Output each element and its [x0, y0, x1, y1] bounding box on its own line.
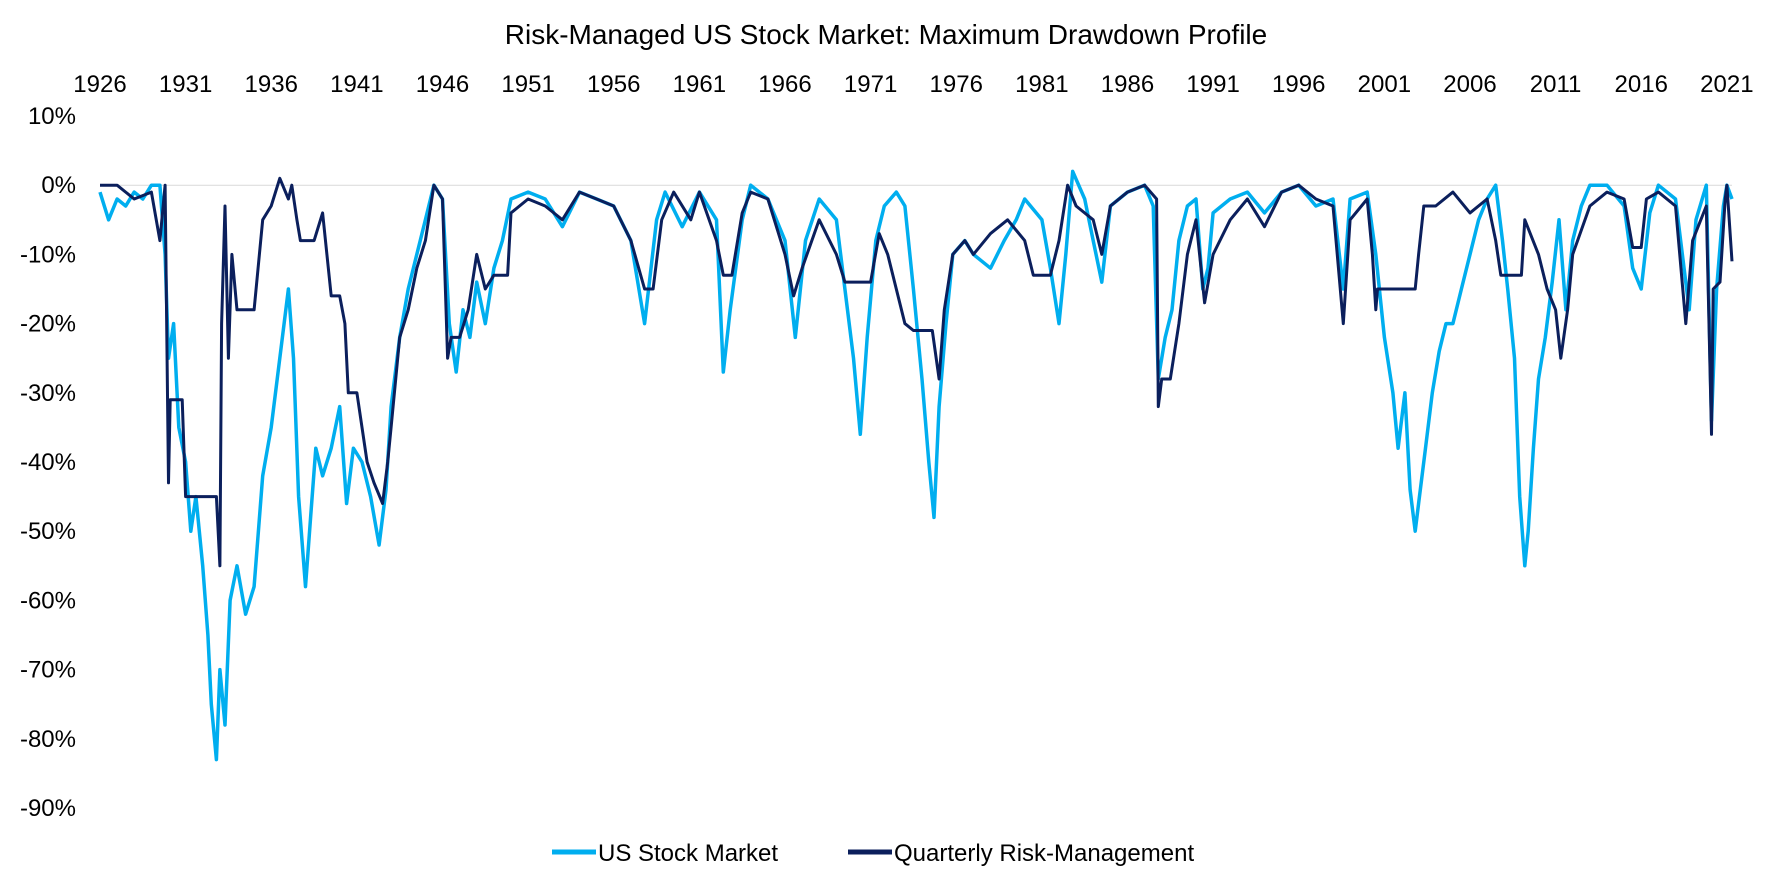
legend-label-us-stock-market: US Stock Market	[598, 840, 778, 867]
x-tick-label: 1971	[844, 71, 897, 98]
x-tick-label: 1946	[416, 71, 469, 98]
x-tick-label: 2006	[1443, 71, 1496, 98]
x-tick-label: 2001	[1358, 71, 1411, 98]
y-tick-label: -90%	[20, 795, 76, 822]
x-tick-label: 1996	[1272, 71, 1325, 98]
chart-title: Risk-Managed US Stock Market: Maximum Dr…	[505, 19, 1267, 50]
x-tick-label: 2021	[1700, 71, 1753, 98]
y-tick-label: -10%	[20, 241, 76, 268]
y-tick-label: -20%	[20, 311, 76, 338]
x-tick-label: 1961	[673, 71, 726, 98]
legend-label-quarterly-risk-management: Quarterly Risk-Management	[894, 840, 1194, 867]
x-tick-label: 1956	[587, 71, 640, 98]
series-line-us-stock-market	[98, 169, 1734, 762]
x-tick-label: 1986	[1101, 71, 1154, 98]
y-tick-label: -40%	[20, 449, 76, 476]
series-line-quarterly-risk-management	[100, 176, 1734, 568]
y-axis-tick-labels: 10% 0% -10% -20% -30% -40% -50% -60% -70% -80% -90…	[20, 103, 76, 822]
y-tick-label: -60%	[20, 587, 76, 614]
x-tick-label: 1976	[930, 71, 983, 98]
y-tick-label: 0%	[41, 172, 76, 199]
x-axis-tick-labels: 1926 1931 1936 1941 1946 1951 1956 1961 1966 1971…	[73, 71, 1753, 98]
y-tick-label: -80%	[20, 726, 76, 753]
x-tick-label: 1966	[758, 71, 811, 98]
y-tick-label: -70%	[20, 657, 76, 684]
x-tick-label: 1991	[1186, 71, 1239, 98]
y-tick-label: 10%	[28, 103, 76, 130]
y-tick-label: -50%	[20, 518, 76, 545]
y-tick-label: -30%	[20, 380, 76, 407]
x-tick-label: 1941	[330, 71, 383, 98]
x-tick-label: 1931	[159, 71, 212, 98]
x-tick-label: 1981	[1015, 71, 1068, 98]
x-tick-label: 2016	[1615, 71, 1668, 98]
x-tick-label: 1936	[245, 71, 298, 98]
legend: US Stock Market Quarterly Risk-Managemen…	[552, 840, 1194, 867]
series-lines	[98, 169, 1734, 762]
x-tick-label: 1951	[501, 71, 554, 98]
x-tick-label: 2011	[1530, 71, 1582, 98]
x-tick-label: 1926	[73, 71, 126, 98]
